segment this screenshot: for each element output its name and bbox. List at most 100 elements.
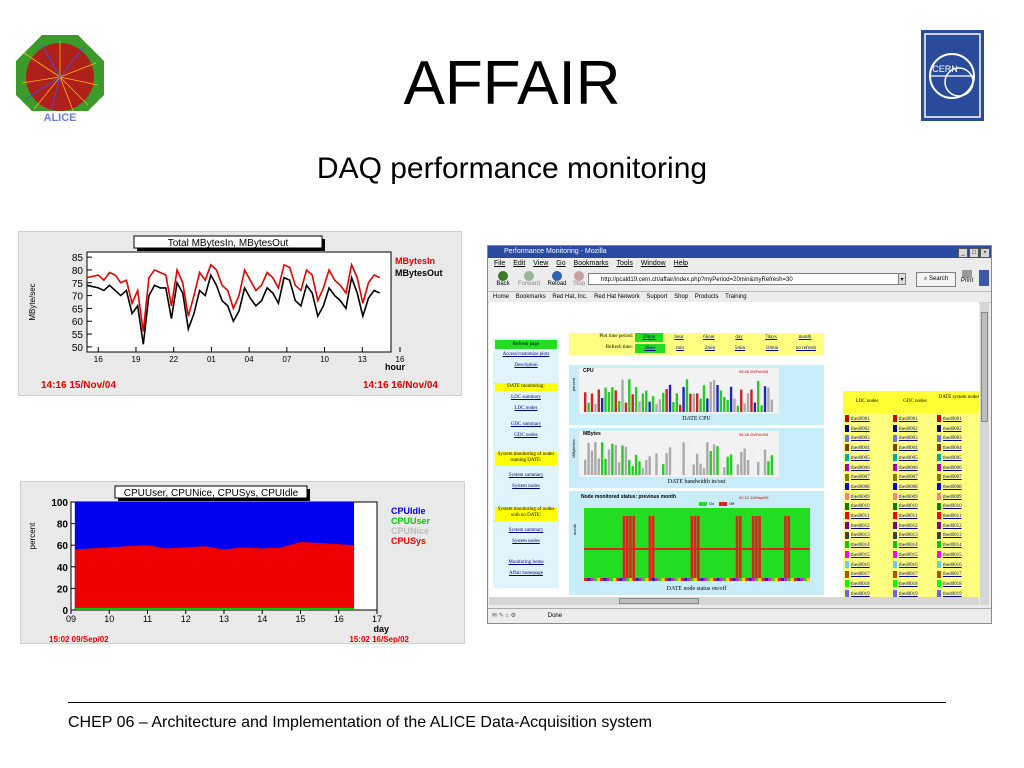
gdc-node-link[interactable]: tbed0015 [893,551,918,560]
gdc-node-link[interactable]: tbed0011 [893,512,917,521]
refresh-period-5[interactable]: no refresh [795,346,817,351]
bookmark-shop[interactable]: Shop [674,294,689,300]
refresh-period-2[interactable]: 2min [704,346,716,351]
menu-tools[interactable]: Tools [616,260,633,267]
bookmark-redhat[interactable]: Red Hat, Inc. [552,294,588,300]
access-plots-link[interactable]: Access/customize plots [502,352,550,357]
ldc-node-link[interactable]: tbed0002 [845,425,870,434]
search-button[interactable]: ⌕ Search [916,272,956,287]
bookmark-redhat-network[interactable]: Red Hat Network [594,294,640,300]
menu-edit[interactable]: Edit [513,260,526,267]
ldc-node-link[interactable]: tbed0007 [845,473,870,482]
menu-go[interactable]: Go [556,260,566,267]
sys-node-link[interactable]: tbed0011 [937,512,961,521]
gdc-node-link[interactable]: tbed0016 [893,560,918,570]
menu-help[interactable]: Help [673,260,689,267]
sys-node-link[interactable]: tbed0005 [937,454,962,463]
gdc-node-link[interactable]: tbed0006 [893,463,918,473]
sys-node-link[interactable]: tbed0012 [937,522,962,531]
maximize-button[interactable]: □ [969,248,979,258]
gdc-node-link[interactable]: tbed0008 [893,483,918,492]
sys-node-link[interactable]: tbed0018 [937,580,962,589]
gdc-node-link[interactable]: tbed0001 [893,415,918,424]
sys-node-link[interactable]: tbed0006 [937,463,962,473]
bookmark-training[interactable]: Training [725,294,747,300]
vertical-scrollbar[interactable] [980,302,989,605]
ldc-node-link[interactable]: tbed0014 [845,541,870,550]
sys-node-link[interactable]: tbed0001 [937,415,962,424]
system-summary-link[interactable]: System summary [508,473,544,478]
bookmark-home[interactable]: Home [493,294,510,300]
url-dropdown-icon[interactable]: ▾ [898,273,906,285]
description-link[interactable]: Description [514,363,538,368]
gdc-node-link[interactable]: tbed0014 [893,541,918,550]
forward-button[interactable]: Forward [518,271,540,287]
gdc-node-link[interactable]: tbed0012 [893,522,918,531]
url-input[interactable]: http://pcald19.cern.ch/affair/index.php?… [588,273,906,285]
gdc-node-link[interactable]: tbed0003 [893,434,918,443]
sys-node-link[interactable]: tbed0014 [937,541,962,550]
refresh-period-4[interactable]: 10min [765,346,779,351]
h-scroll-thumb[interactable] [619,598,699,604]
sys-node-link[interactable]: tbed0015 [937,551,962,560]
plot-period-2[interactable]: 6hour [703,335,715,340]
gdc-node-link[interactable]: tbed0005 [893,454,918,463]
bookmark-products[interactable]: Products [694,294,719,300]
ldc-node-link[interactable]: tbed0018 [845,580,870,589]
sys-node-link[interactable]: tbed0008 [937,483,962,492]
ldc-summary-link[interactable]: LDC summary [511,395,541,400]
ldc-node-link[interactable]: tbed0013 [845,531,870,540]
bookmark-bookmarks[interactable]: Bookmarks [515,294,546,300]
sys-node-link[interactable]: tbed0002 [937,425,962,434]
plot-period-3[interactable]: day [735,335,743,340]
ldc-node-link[interactable]: tbed0009 [845,492,870,502]
gdc-node-link[interactable]: tbed0004 [893,444,918,453]
plot-period-4[interactable]: 7days [765,335,777,340]
sys-node-link[interactable]: tbed0010 [937,502,962,511]
sys-node-link[interactable]: tbed0017 [937,570,962,579]
sys-node-link[interactable]: tbed0007 [937,473,962,482]
ldc-node-link[interactable]: tbed0019 [845,589,870,599]
sys-node-link[interactable]: tbed0004 [937,444,962,453]
back-button[interactable]: Back [492,271,514,287]
menu-view[interactable]: View [533,260,549,267]
system-nodes-link[interactable]: System nodes [512,484,540,489]
ldc-node-link[interactable]: tbed0008 [845,483,870,492]
gdc-node-link[interactable]: tbed0013 [893,531,918,540]
affair-homepage-link[interactable]: Affair homepage [509,571,543,576]
menu-file[interactable]: File [494,260,506,267]
gdc-node-link[interactable]: tbed0019 [893,589,918,599]
sys-node-link[interactable]: tbed0019 [937,589,962,599]
menu-bookmarks[interactable]: Bookmarks [573,260,609,267]
monitoring-home-link[interactable]: Monitoring home [508,560,544,565]
gdc-node-link[interactable]: tbed0018 [893,580,918,589]
reload-button[interactable]: Reload [546,271,568,287]
refresh-period-1[interactable]: min [676,346,684,351]
plot-period-1[interactable]: hour [674,335,684,340]
bookmark-support[interactable]: Support [646,294,668,300]
system-summary-link-2[interactable]: System summary [508,528,544,533]
ldc-node-link[interactable]: tbed0017 [845,570,870,579]
scroll-thumb[interactable] [981,312,988,422]
sys-node-link[interactable]: tbed0016 [937,560,962,570]
gdc-node-link[interactable]: tbed0007 [893,473,918,482]
minimize-button[interactable]: _ [958,248,968,258]
ldc-node-link[interactable]: tbed0010 [845,502,870,511]
ldc-node-link[interactable]: tbed0006 [845,463,870,473]
gdc-node-link[interactable]: tbed0009 [893,492,918,502]
stop-button[interactable]: Stop [568,271,590,287]
ldc-node-link[interactable]: tbed0004 [845,444,870,453]
plot-period-0[interactable]: 20min [635,333,663,342]
ldc-node-link[interactable]: tbed0001 [845,415,870,424]
sys-node-link[interactable]: tbed0013 [937,531,962,540]
close-button[interactable]: × [980,248,990,258]
menu-window[interactable]: Window [640,260,666,267]
ldc-node-link[interactable]: tbed0012 [845,522,870,531]
system-nodes-link-2[interactable]: System nodes [512,539,540,544]
ldc-nodes-link[interactable]: LDC nodes [514,406,538,411]
print-button[interactable]: Print [958,270,976,284]
refresh-period-3[interactable]: 5min [734,346,746,351]
sys-node-link[interactable]: tbed0009 [937,492,962,502]
gdc-node-link[interactable]: tbed0010 [893,502,918,511]
sys-node-link[interactable]: tbed0003 [937,434,962,443]
